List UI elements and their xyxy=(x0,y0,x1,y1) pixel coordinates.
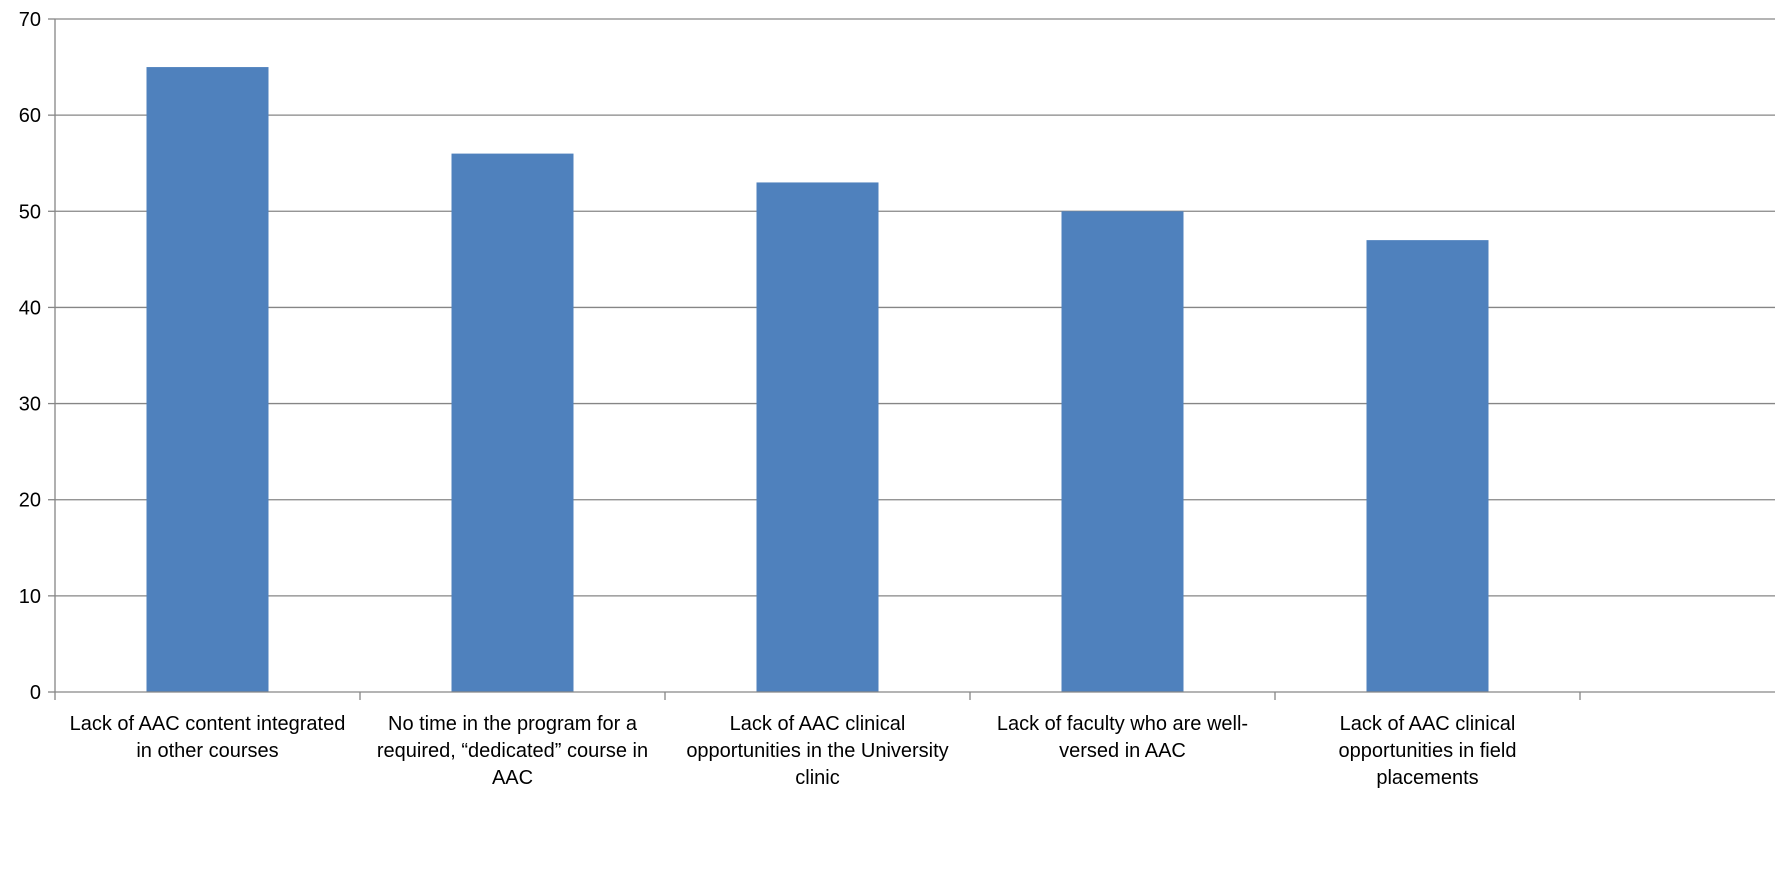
x-tick-label-2: No time in the program for a required, “d… xyxy=(377,713,648,789)
x-tick-label-4: Lack of faculty who are well-versed in A… xyxy=(997,713,1248,762)
y-tick-label: 70 xyxy=(19,9,41,31)
y-tick-label: 0 xyxy=(30,682,41,704)
x-tick-label-line: Lack of AAC content integrated xyxy=(70,713,346,735)
x-tick-label-line: placements xyxy=(1376,767,1478,789)
x-tick-label-line: required, “dedicated” course in xyxy=(377,740,648,762)
x-tick-label-line: Lack of AAC clinical xyxy=(730,713,906,735)
bars xyxy=(146,67,1489,693)
x-tick-label-line: clinic xyxy=(795,767,839,789)
bar-4 xyxy=(1061,211,1184,693)
bar-2 xyxy=(451,153,574,693)
y-tick-label: 60 xyxy=(19,105,41,127)
x-tick-label-line: in other courses xyxy=(136,740,278,762)
x-tick-label-line: AAC xyxy=(492,767,533,789)
y-tick-label: 40 xyxy=(19,297,41,319)
y-tick-labels: 0 10 20 30 40 50 60 70 xyxy=(19,9,41,704)
x-tick-label-line: versed in AAC xyxy=(1059,740,1186,762)
bar-1 xyxy=(146,67,269,693)
x-tick-label-line: No time in the program for a xyxy=(388,713,638,735)
y-tick-label: 10 xyxy=(19,586,41,608)
bar-5 xyxy=(1366,240,1489,692)
y-tick-label: 50 xyxy=(19,201,41,223)
bar-3 xyxy=(756,182,879,692)
axes xyxy=(48,18,1775,700)
x-tick-label-1: Lack of AAC content integrated in other c… xyxy=(70,713,346,762)
x-tick-label-5: Lack of AAC clinical opportunities in fie… xyxy=(1339,713,1517,789)
x-tick-labels: Lack of AAC content integrated in other c… xyxy=(70,713,1517,789)
gridlines xyxy=(55,18,1775,597)
x-tick-label-line: Lack of AAC clinical xyxy=(1340,713,1516,735)
y-tick-label: 20 xyxy=(19,490,41,512)
x-tick-label-line: opportunities in field xyxy=(1339,740,1517,762)
x-tick-label-3: Lack of AAC clinical opportunities in the… xyxy=(686,713,948,789)
x-tick-label-line: Lack of faculty who are well- xyxy=(997,713,1248,735)
y-tick-label: 30 xyxy=(19,394,41,416)
x-tick-label-line: opportunities in the University xyxy=(686,740,948,762)
